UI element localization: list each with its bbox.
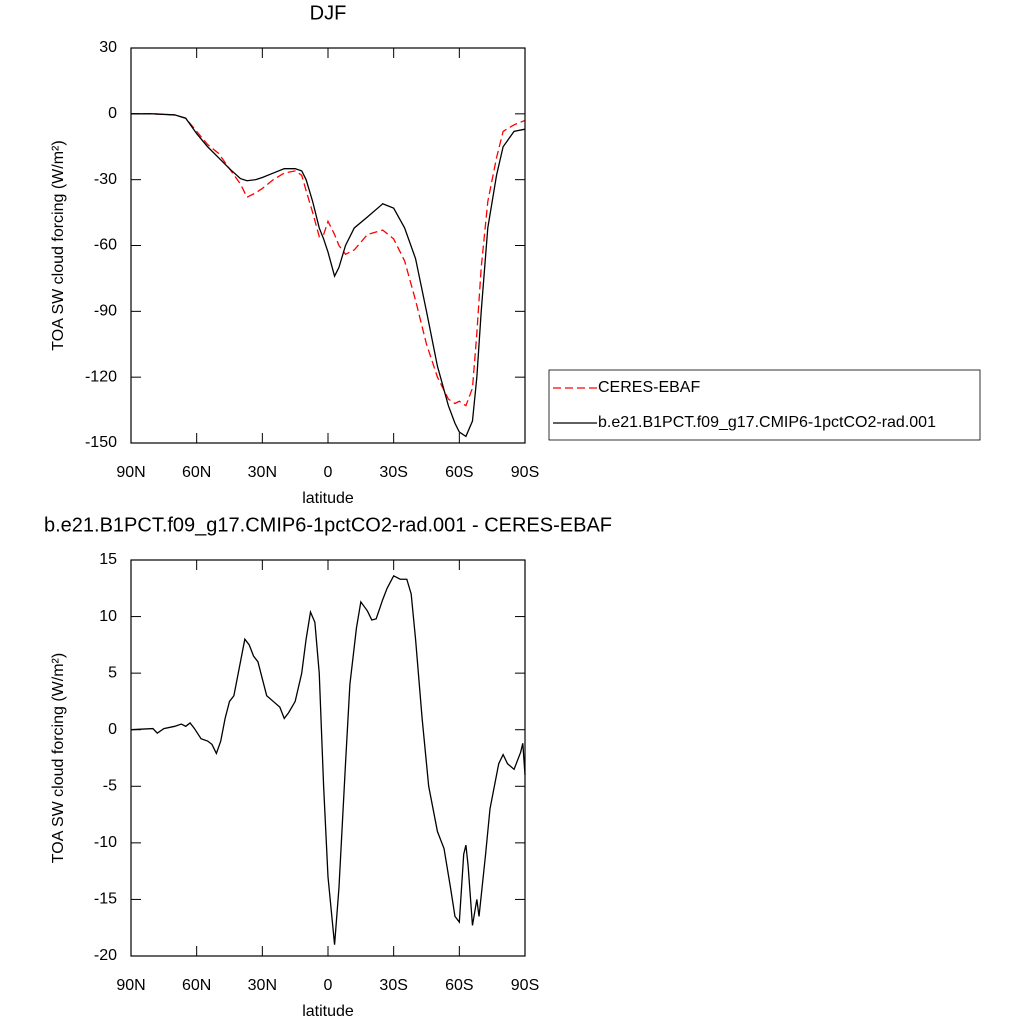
y-tick-label: -10 <box>94 834 117 851</box>
x-tick-label: 60S <box>445 464 473 481</box>
y-tick-label: -5 <box>103 778 117 795</box>
legend-label: CERES-EBAF <box>598 379 700 396</box>
legend-label: b.e21.B1PCT.f09_g17.CMIP6-1pctCO2-rad.00… <box>598 414 936 431</box>
y-tick-label: 0 <box>108 105 117 122</box>
x-tick-label: 90N <box>116 977 145 994</box>
chart-title: DJF <box>310 2 347 24</box>
x-tick-label: 0 <box>324 977 333 994</box>
y-tick-label: 15 <box>99 551 117 568</box>
y-tick-label: -20 <box>94 947 117 964</box>
x-tick-label: 0 <box>324 464 333 481</box>
x-tick-label: 30N <box>248 464 277 481</box>
y-tick-label: 10 <box>99 608 117 625</box>
y-tick-label: -90 <box>94 303 117 320</box>
y-axis-label: TOA SW cloud forcing (W/m²) <box>50 653 67 863</box>
x-tick-label: 30N <box>248 977 277 994</box>
y-tick-label: 0 <box>108 721 117 738</box>
x-axis-label: latitude <box>302 1003 354 1020</box>
x-tick-label: 30S <box>379 977 407 994</box>
y-tick-label: 30 <box>99 39 117 56</box>
y-tick-label: -60 <box>94 237 117 254</box>
y-tick-label: -15 <box>94 891 117 908</box>
legend-box <box>548 369 981 441</box>
data-line <box>131 113 526 407</box>
x-tick-label: 60S <box>445 977 473 994</box>
chart-title: b.e21.B1PCT.f09_g17.CMIP6-1pctCO2-rad.00… <box>44 514 612 536</box>
x-axis-label: latitude <box>302 490 354 507</box>
data-line <box>130 574 526 945</box>
plot-frame <box>130 559 526 957</box>
x-tick-label: 30S <box>379 464 407 481</box>
y-axis-label: TOA SW cloud forcing (W/m²) <box>50 140 67 350</box>
y-tick-label: 5 <box>108 664 117 681</box>
y-tick-label: -120 <box>85 368 117 385</box>
x-tick-label: 60N <box>182 977 211 994</box>
x-tick-label: 90S <box>511 977 539 994</box>
y-tick-label: -30 <box>94 171 117 188</box>
y-tick-label: -150 <box>85 434 117 451</box>
plot-frame <box>130 47 526 444</box>
x-tick-label: 90S <box>511 464 539 481</box>
data-line <box>131 113 526 438</box>
x-tick-label: 90N <box>116 464 145 481</box>
x-tick-label: 60N <box>182 464 211 481</box>
